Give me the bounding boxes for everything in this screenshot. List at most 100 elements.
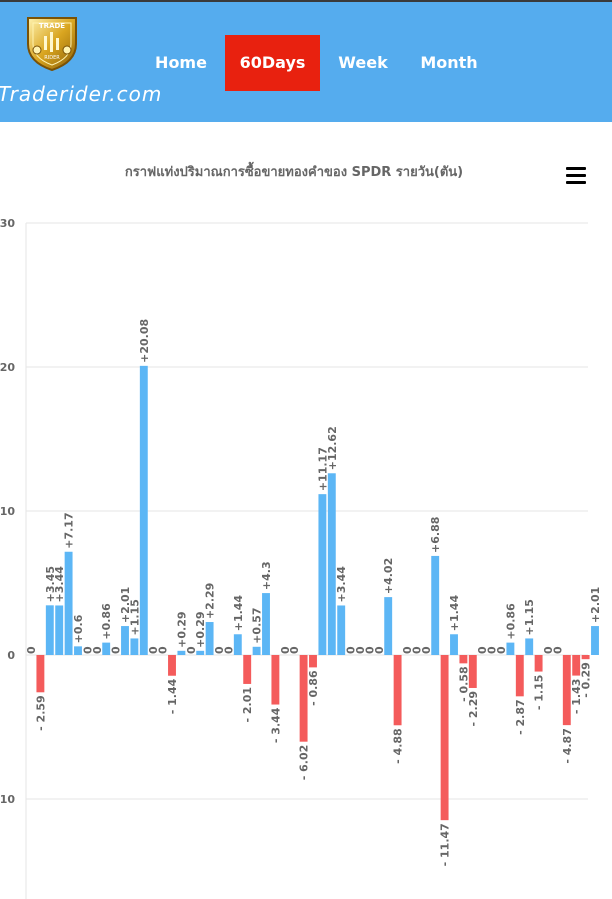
chart-bar[interactable] [139,365,148,655]
chart-data-label: +3.44 [53,566,66,603]
chart-bar[interactable] [130,638,139,655]
chart-data-label: +3.45 [44,566,57,602]
chart-bar[interactable] [45,605,54,655]
chart-bar[interactable] [581,655,590,660]
chart-data-label: - 2.29 [467,691,480,727]
chart-data-label: 0 [279,646,292,654]
brand-name[interactable]: Traderider.com [0,82,163,106]
chart-data-label: - 2.59 [34,695,47,731]
chart-bar[interactable] [252,646,261,655]
chart-data-label: 0 [81,646,94,654]
chart-data-label: +20.08 [138,319,151,363]
chart-bar[interactable] [450,634,458,655]
chart-bar[interactable] [318,494,327,655]
chart-data-label: +0.29 [194,611,207,647]
hamburger-menu-icon[interactable] [566,167,586,185]
chart-data-label: - 0.29 [580,662,593,698]
chart-data-label: +0.29 [175,611,188,647]
chart-data-labels: 0- 2.59+3.45+3.44+7.17+0.600+0.860+2.01+… [25,319,602,867]
chart-data-label: +2.01 [119,587,132,623]
chart-bar[interactable] [337,605,346,655]
chart-data-label: +1.44 [448,595,461,632]
y-tick-label: 20 [0,361,15,374]
y-tick-label: 10 [0,793,15,806]
chart-bar[interactable] [177,650,186,655]
chart-bar[interactable] [36,655,45,693]
chart-bar[interactable] [64,551,73,655]
chart-gridlines [26,222,588,800]
chart-data-label: +2.29 [204,583,217,619]
nav-60days[interactable]: 60Days [225,35,320,91]
chart-data-label: 0 [551,646,564,654]
chart-data-label: 0 [185,646,198,654]
logo-text-bottom: RIDER [44,55,60,61]
chart-bar[interactable] [55,605,64,655]
chart-bar[interactable] [327,473,336,655]
chart-data-label: 0 [157,646,170,654]
chart-bar[interactable] [562,655,571,726]
chart-bar[interactable] [102,642,111,655]
chart-bar[interactable] [459,655,468,664]
chart-data-label: 0 [222,646,235,654]
chart-data-label: +3.44 [335,566,348,603]
chart-bar[interactable] [591,626,599,655]
chart-bar[interactable] [74,646,82,655]
chart-data-label: - 4.87 [561,728,574,764]
chart-data-label: 0 [401,646,414,654]
chart-data-label: 0 [542,646,555,654]
chart-data-label: 0 [495,646,508,654]
chart-bar[interactable] [515,655,524,697]
chart-bar[interactable] [393,655,402,726]
chart-data-label: 0 [410,646,423,654]
site-header: TRADE RIDER Traderider.com Home 60Days W… [0,2,612,122]
chart-bars [36,365,599,821]
chart-data-label: +4.3 [260,561,273,590]
chart-data-label: - 0.86 [307,670,320,706]
chart-data-label: 0 [110,646,123,654]
chart-bar[interactable] [233,634,242,655]
chart-bar[interactable] [506,642,515,655]
chart-bar[interactable] [572,655,581,676]
chart-bar[interactable] [384,597,393,655]
chart-data-label: +0.86 [504,603,517,640]
chart-data-label: +0.6 [72,614,85,643]
chart-bar[interactable] [205,622,214,655]
chart-data-label: 0 [354,646,367,654]
chart-data-label: - 6.02 [298,745,311,781]
chart-bar[interactable] [309,655,317,668]
chart-bar[interactable] [262,593,270,655]
y-tick-label: 10 [0,505,15,518]
chart-bar[interactable] [431,555,440,655]
chart-data-label: - 2.01 [241,687,254,723]
chart-bar[interactable] [440,655,449,821]
nav-week[interactable]: Week [338,53,388,72]
chart-bar[interactable] [468,655,477,688]
nav-home[interactable]: Home [155,53,207,72]
chart-data-label: +2.01 [589,587,602,623]
chart-data-label: 0 [486,646,499,654]
chart-data-label: +1.44 [232,595,245,632]
chart-data-label: - 11.47 [439,823,452,866]
chart-bar[interactable] [243,655,252,684]
chart-data-label: +0.57 [251,607,264,643]
y-tick-label: 30 [0,217,15,230]
trade-rider-logo-icon[interactable]: TRADE RIDER [24,14,80,72]
chart-title: กราฟแท่งปริมาณการซื้อขายทองคำของ SPDR รา… [125,161,463,180]
chart-bar[interactable] [168,655,176,676]
chart-bar[interactable] [121,626,129,655]
chart-bar[interactable] [525,638,534,655]
chart-data-label: - 4.88 [392,728,405,764]
nav-month[interactable]: Month [420,53,478,72]
chart-data-label: - 1.15 [533,675,546,711]
chart-data-label: +0.86 [100,603,113,640]
chart-bar[interactable] [299,655,308,742]
chart-data-label: +1.15 [523,599,536,635]
chart-bar[interactable] [534,655,543,672]
chart-data-label: - 1.44 [166,678,179,714]
chart-data-label: 0 [373,646,386,654]
chart-bar[interactable] [271,655,280,705]
chart-bar[interactable] [196,650,205,655]
chart-data-label: 0 [363,646,376,654]
chart-data-label: 0 [288,646,301,654]
